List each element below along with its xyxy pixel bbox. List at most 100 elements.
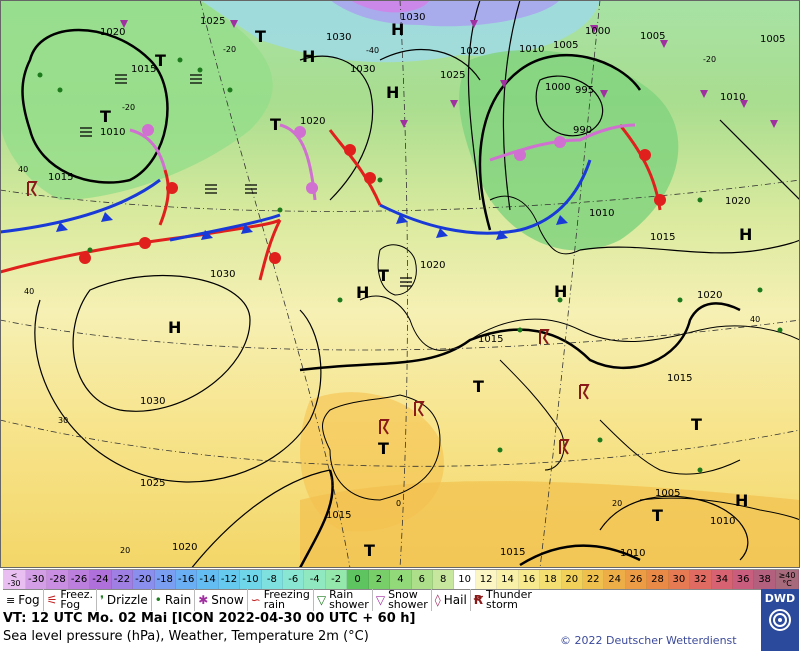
low-pressure-center: T (255, 27, 266, 46)
low-pressure-center: T (652, 506, 663, 525)
snow-icon: ✱ (198, 593, 209, 607)
legend-rain-shower: ▽ Rain shower (314, 589, 373, 611)
pressure-label: 1005 (640, 31, 665, 42)
pressure-label: 1015 (326, 510, 351, 521)
scale-cell: 0 (347, 570, 369, 589)
scale-cell: 6 (411, 570, 434, 589)
high-pressure-center: H (554, 282, 567, 301)
thunderstorm-symbols (27, 181, 590, 455)
pressure-label: 1030 (350, 64, 375, 75)
scale-cell: 12 (475, 570, 498, 589)
scale-cell: 38 (754, 570, 776, 589)
warm-front-north (328, 129, 382, 206)
pressure-label: 1015 (131, 64, 156, 75)
scale-cell: -24 (90, 570, 112, 589)
scale-cell: -2 (325, 570, 348, 589)
temp-label: -40 (366, 46, 379, 55)
pressure-label: 1010 (720, 92, 745, 103)
legend-snow-shower: ▽ Snow shower (373, 589, 432, 611)
scale-cell: 32 (690, 570, 712, 589)
freezing-rain-icon: ∽ (250, 593, 261, 607)
legend-hail: ◊ Hail (432, 589, 471, 611)
low-pressure-center: T (155, 51, 166, 70)
legend-rain: • Rain (152, 589, 196, 611)
scale-cell: 34 (711, 570, 733, 589)
thunderstorm-icon: Ꞧ (473, 593, 484, 607)
pressure-label: 1005 (760, 34, 785, 45)
pressure-label: 1030 (400, 12, 425, 23)
low-pressure-center: T (473, 377, 484, 396)
pressure-label: 1025 (140, 478, 165, 489)
pressure-label: 1025 (200, 16, 225, 27)
pressure-label: 1020 (697, 290, 722, 301)
legend-thunderstorm-label: Thunder storm (486, 588, 532, 611)
scale-cell: 2 (368, 570, 391, 589)
scale-cell: 30 (668, 570, 691, 589)
rain-shower-icon: ▽ (316, 593, 327, 607)
temp-label: -20 (703, 55, 716, 64)
green-zone-scandinavia (459, 50, 679, 251)
pressure-label: 1015 (500, 547, 525, 558)
drizzle-icon: ❜ (100, 593, 104, 607)
scale-cell: 20 (561, 570, 583, 589)
pressure-label: 1025 (440, 70, 465, 81)
pressure-label: 1010 (589, 208, 614, 219)
temp-label: 40 (18, 165, 28, 174)
legend-fog-label: Fog (18, 592, 40, 607)
pressure-label: 1020 (172, 542, 197, 553)
pressure-centers: H H H H H H H H T T T T T T T T T T (100, 20, 752, 560)
map-subtitle: Sea level pressure (hPa), Weather, Tempe… (3, 629, 369, 644)
freezing-fog-icon: ⚟ (46, 593, 58, 607)
scale-cell: -30 (26, 570, 48, 589)
precip-symbols (37, 57, 783, 473)
high-pressure-center: H (386, 83, 399, 102)
temperature-labels: 40 40 30 20 0 20 40 -40 -20 -20 -20 (18, 45, 760, 555)
low-pressure-center: T (378, 266, 389, 285)
weather-symbol-legend: ≡ Fog ⚟ Freez. Fog ❜ Drizzle • Rain ✱ Sn… (3, 589, 759, 611)
pressure-label: 1005 (553, 40, 578, 51)
scale-cell: 26 (625, 570, 648, 589)
dwd-swirl-icon (769, 609, 791, 631)
pressure-label: 990 (573, 125, 592, 136)
temp-label: 20 (612, 499, 622, 508)
fog-symbols (80, 74, 412, 287)
high-pressure-center: H (168, 318, 181, 337)
scale-cell: 18 (540, 570, 562, 589)
scale-cell: -12 (218, 570, 241, 589)
scale-cell: -18 (154, 570, 176, 589)
pressure-label: 1020 (300, 116, 325, 127)
scale-cell: -22 (111, 570, 134, 589)
legend-snow: ✱ Snow (195, 589, 248, 611)
fog-icon: ≡ (6, 593, 16, 607)
scale-cell: -14 (197, 570, 219, 589)
pressure-label: 1015 (478, 334, 503, 345)
pressure-label: 1010 (100, 127, 125, 138)
pressure-label: 1030 (210, 269, 235, 280)
pressure-label: 995 (575, 85, 594, 96)
pressure-labels: 1025 1020 1015 1010 1015 1030 1030 1025 … (48, 12, 785, 559)
cold-front-west (0, 178, 161, 234)
legend-hail-label: Hail (443, 592, 467, 607)
pressure-label: 1030 (326, 32, 351, 43)
valid-time-info: VT: 12 UTC Mo. 02 Mai [ICON 2022-04-30 0… (3, 611, 416, 626)
scale-cell: 8 (433, 570, 455, 589)
scale-cell: 28 (647, 570, 669, 589)
scale-cell: -16 (175, 570, 198, 589)
scale-cell: -20 (133, 570, 155, 589)
scale-low-value: -30 (7, 578, 21, 588)
legend-fog: ≡ Fog (3, 589, 44, 611)
temp-label: -20 (122, 103, 135, 112)
scale-low-end: < -30 (3, 570, 26, 589)
legend-drizzle-label: Drizzle (106, 592, 148, 607)
pressure-label: 1015 (650, 232, 675, 243)
temperature-color-scale: < -30 -30 -28 -26 -24 -22 -20 -18 -16 -14 -12 -10-… (3, 569, 799, 590)
cold-front-north (379, 159, 592, 235)
warm-front-3 (258, 219, 282, 281)
pressure-label: 1005 (655, 488, 680, 499)
hail-icon: ◊ (434, 593, 441, 607)
pressure-label: 1020 (420, 260, 445, 271)
scale-cell: -26 (68, 570, 91, 589)
high-pressure-center: H (391, 20, 404, 39)
dwd-logo: DWD (761, 589, 799, 651)
